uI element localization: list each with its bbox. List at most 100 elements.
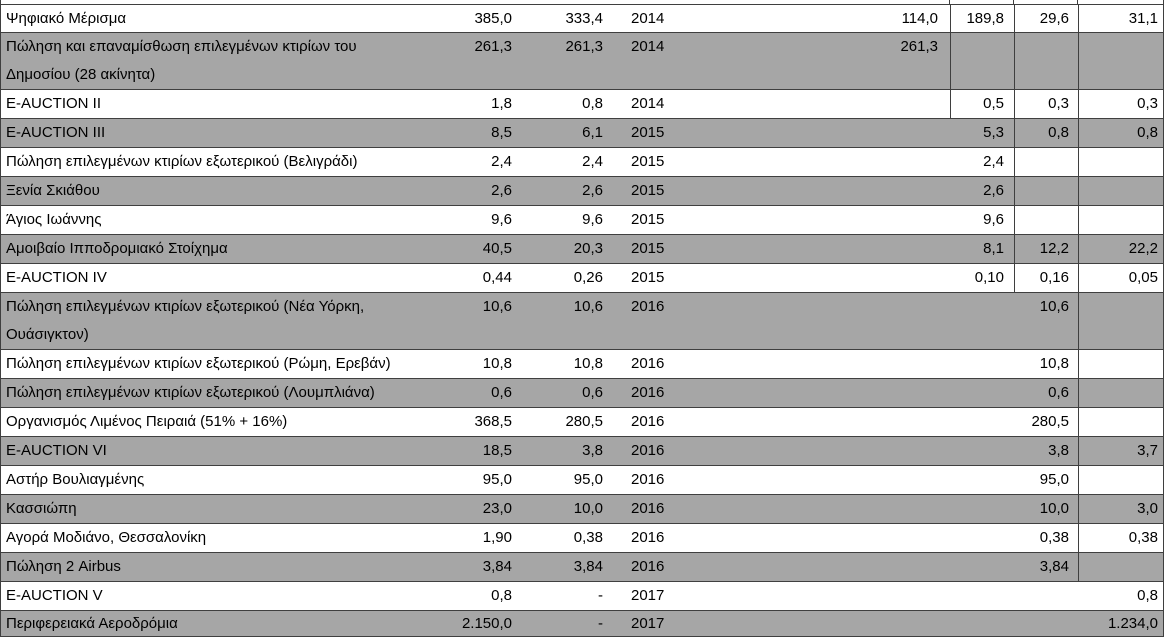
year-cell: 2015 bbox=[631, 269, 665, 286]
value-cell-v3 bbox=[711, 90, 950, 118]
column-border-tick bbox=[1077, 0, 1078, 4]
value-cell-v4 bbox=[950, 33, 1014, 89]
value-cell-v5: 0,6 bbox=[1048, 384, 1069, 401]
table-row: Ψηφιακό Μέρισμα 385,0 333,4 2014 114,0 189,8 2… bbox=[1, 4, 1163, 33]
table-row: Αγορά Μοδιάνο, Θεσσαλονίκη 1,90 0,38 2016 0,… bbox=[1, 524, 1163, 553]
value-cell-v1: 2.150,0 bbox=[461, 614, 512, 632]
value-cell-v4: 8,1 bbox=[983, 240, 1004, 257]
value-cell-v5: 280,5 bbox=[1031, 413, 1069, 430]
value-cell-v4 bbox=[950, 582, 1014, 610]
year-cell: 2016 bbox=[631, 558, 665, 575]
value-cell-v5: 0,38 bbox=[1039, 529, 1069, 546]
value-cell-v6: 22,2 bbox=[1078, 235, 1163, 263]
value-cell-v2: 0,6 bbox=[582, 384, 603, 401]
value-cell-v1: 10,6 bbox=[482, 298, 512, 315]
value-cell-v5 bbox=[1014, 611, 1078, 636]
value-cell-v3 bbox=[711, 553, 950, 581]
table-row: E-AUCTION IV 0,44 0,26 2015 0,10 0,16 0,05 bbox=[1, 264, 1163, 293]
value-cell-v5 bbox=[1014, 582, 1078, 610]
value-cell-v1: 8,5 bbox=[491, 124, 512, 141]
value-cell-v4 bbox=[950, 350, 1014, 378]
table-row: Πώληση επιλεγμένων κτιρίων εξωτερικού (Β… bbox=[1, 148, 1163, 177]
value-cell-v6 bbox=[1078, 466, 1163, 494]
value-cell-v3: 261,3 bbox=[900, 38, 938, 55]
year-cell: 2014 bbox=[631, 95, 665, 112]
year-cell: 2016 bbox=[631, 384, 665, 401]
column-border-tick bbox=[949, 0, 950, 4]
value-cell-v1: 10,8 bbox=[482, 355, 512, 372]
value-cell-v3 bbox=[711, 379, 950, 407]
value-cell-v4: 0,10 bbox=[974, 269, 1004, 286]
value-cell-v4 bbox=[950, 611, 1014, 636]
value-cell-v5: 10,0 bbox=[1039, 500, 1069, 517]
value-cell-v4: 0,5 bbox=[950, 90, 1014, 118]
value-cell-v3 bbox=[711, 611, 950, 636]
table-row: Ξενία Σκιάθου 2,6 2,6 2015 2,6 bbox=[1, 177, 1163, 206]
value-cell-v3 bbox=[711, 350, 950, 378]
table-row: E-AUCTION V 0,8 - 2017 0,8 bbox=[1, 582, 1163, 611]
value-cell-v3 bbox=[711, 466, 950, 494]
value-cell-v2: 2,6 bbox=[582, 182, 603, 199]
project-name-cell: Περιφερειακά Αεροδρόμια bbox=[6, 614, 178, 632]
value-cell-v1: 3,84 bbox=[482, 558, 512, 575]
value-cell-v6 bbox=[1078, 206, 1163, 234]
value-cell-v3: 114,0 bbox=[901, 9, 938, 27]
table-rows-container: Ψηφιακό Μέρισμα 385,0 333,4 2014 114,0 189,8 2… bbox=[1, 4, 1163, 637]
project-name-cell: Άγιος Ιωάννης bbox=[6, 211, 102, 228]
value-cell-v3 bbox=[711, 408, 950, 436]
value-cell-v1: 385,0 bbox=[474, 9, 512, 27]
value-cell-v2: 10,6 bbox=[573, 298, 603, 315]
value-cell-v4 bbox=[950, 466, 1014, 494]
value-cell-v1: 0,6 bbox=[491, 384, 512, 401]
table-row: Πώληση επιλεγμένων κτιρίων εξωτερικού (Ν… bbox=[1, 293, 1163, 350]
value-cell-v5: 12,2 bbox=[1014, 235, 1078, 263]
value-cell-v6 bbox=[1078, 408, 1163, 436]
project-name-cell: Ψηφιακό Μέρισμα bbox=[6, 9, 127, 27]
value-cell-v1: 1,90 bbox=[482, 529, 512, 546]
value-cell-v2: 3,84 bbox=[573, 558, 603, 575]
year-cell: 2014 bbox=[631, 38, 665, 55]
value-cell-v3 bbox=[711, 177, 950, 205]
project-name-cell: Πώληση επιλεγμένων κτιρίων εξωτερικού (Ρ… bbox=[6, 355, 391, 372]
project-name-cell: E-AUCTION III bbox=[6, 124, 106, 141]
value-cell-v5: 10,6 bbox=[1039, 298, 1069, 315]
value-cell-v1: 261,3 bbox=[474, 38, 512, 55]
value-cell-v1: 23,0 bbox=[482, 500, 512, 517]
year-cell: 2015 bbox=[631, 211, 665, 228]
value-cell-v5: 0,8 bbox=[1014, 119, 1078, 147]
value-cell-v1: 0,8 bbox=[491, 587, 512, 604]
year-cell: 2015 bbox=[631, 240, 665, 257]
value-cell-v3 bbox=[711, 437, 950, 465]
value-cell-v4: 9,6 bbox=[983, 211, 1004, 228]
value-cell-v6 bbox=[1078, 553, 1163, 581]
column-border-tick bbox=[1013, 0, 1014, 4]
year-cell: 2016 bbox=[631, 355, 665, 372]
value-cell-v6: 0,8 bbox=[1078, 119, 1163, 147]
value-cell-v3 bbox=[711, 495, 950, 523]
project-name-cell: Κασσιώπη bbox=[6, 500, 77, 517]
table-row: E-AUCTION VI 18,5 3,8 2016 3,8 3,7 bbox=[1, 437, 1163, 466]
year-cell: 2017 bbox=[631, 587, 665, 604]
value-cell-v1: 9,6 bbox=[491, 211, 512, 228]
value-cell-v4 bbox=[950, 437, 1014, 465]
value-cell-v2: 0,26 bbox=[573, 269, 603, 286]
value-cell-v5: 10,8 bbox=[1039, 355, 1069, 372]
year-cell: 2016 bbox=[631, 529, 665, 546]
value-cell-v3 bbox=[711, 582, 950, 610]
value-cell-v6 bbox=[1078, 177, 1163, 205]
value-cell-v4 bbox=[950, 379, 1014, 407]
value-cell-v5 bbox=[1014, 177, 1078, 205]
value-cell-v6: 0,38 bbox=[1078, 524, 1163, 552]
value-cell-v5 bbox=[1014, 206, 1078, 234]
year-cell: 2015 bbox=[631, 182, 665, 199]
project-name-cell: E-AUCTION IV bbox=[6, 269, 107, 286]
value-cell-v4: 2,6 bbox=[983, 182, 1004, 199]
project-name-cell: E-AUCTION V bbox=[6, 587, 103, 604]
value-cell-v2: - bbox=[598, 614, 603, 632]
project-name-cell: E-AUCTION VI bbox=[6, 442, 107, 459]
value-cell-v3 bbox=[711, 206, 950, 234]
table-row: Κασσιώπη 23,0 10,0 2016 10,0 3,0 bbox=[1, 495, 1163, 524]
year-cell: 2014 bbox=[631, 9, 665, 27]
value-cell-v1: 18,5 bbox=[482, 442, 512, 459]
project-name-cell: Ξενία Σκιάθου bbox=[6, 182, 100, 199]
